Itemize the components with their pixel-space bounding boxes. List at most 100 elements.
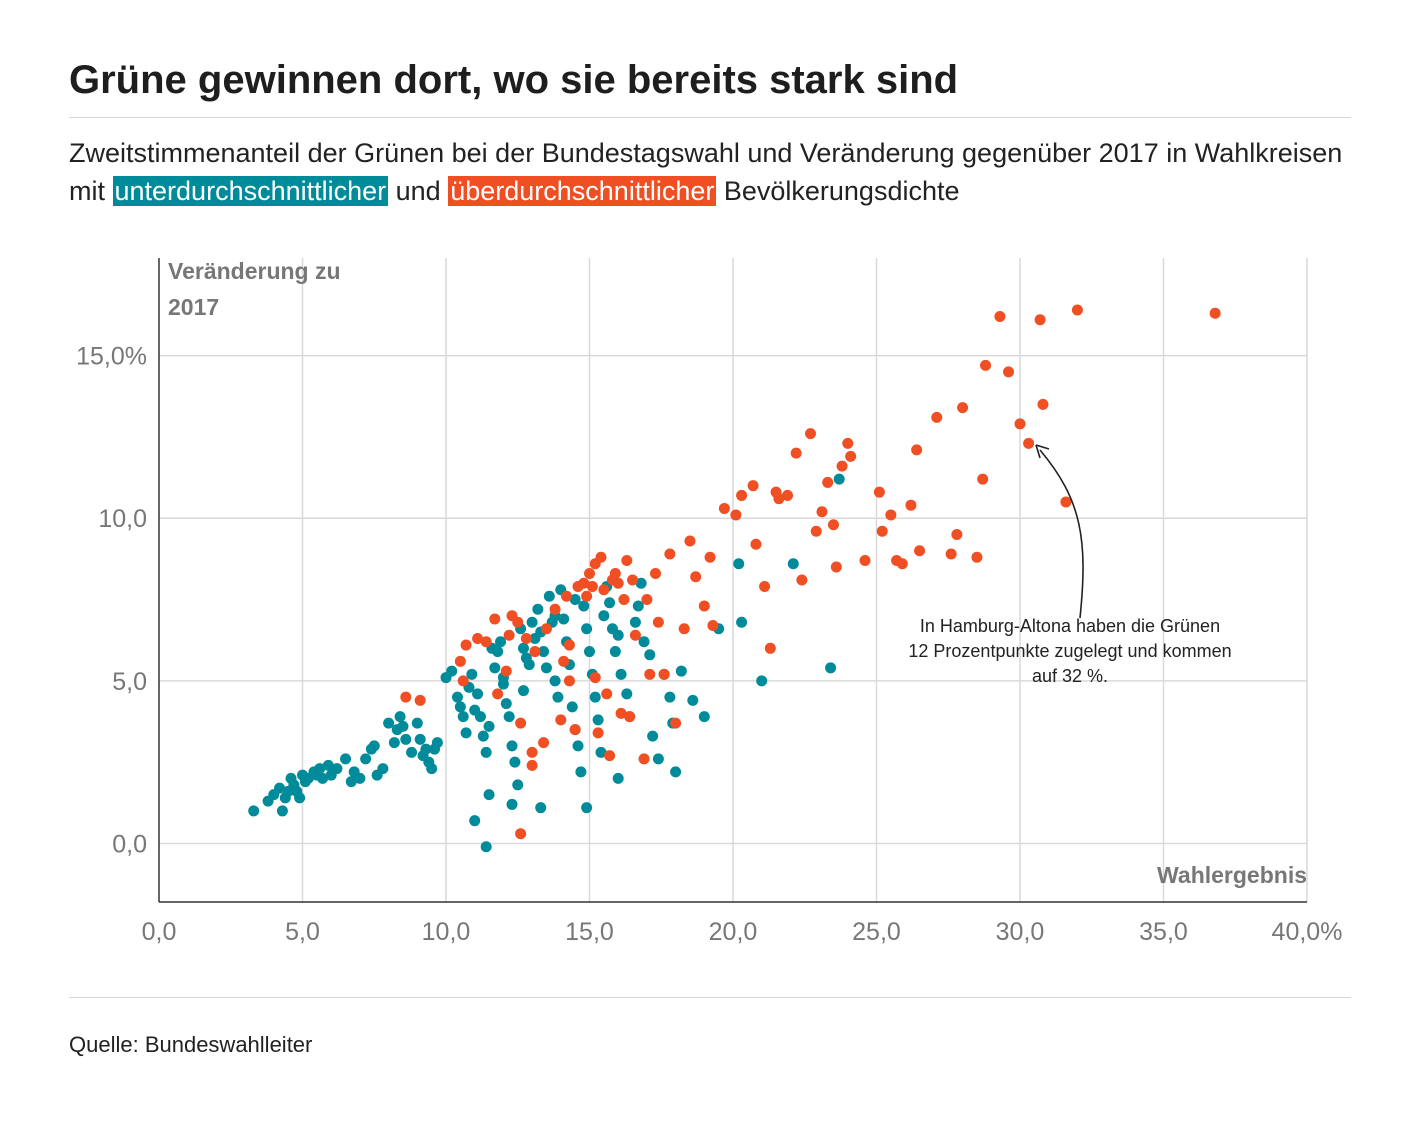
data-point xyxy=(503,711,515,723)
data-point xyxy=(730,509,742,521)
data-point xyxy=(787,558,799,570)
chart-title: Grüne gewinnen dort, wo sie bereits star… xyxy=(69,58,959,102)
data-point xyxy=(394,711,406,723)
data-point xyxy=(629,629,641,641)
data-point xyxy=(535,802,547,814)
data-point xyxy=(994,311,1006,323)
data-point xyxy=(704,551,716,563)
data-point xyxy=(489,662,501,674)
data-point xyxy=(612,577,624,589)
data-point xyxy=(621,688,633,700)
data-point xyxy=(451,691,463,703)
data-point xyxy=(1060,496,1072,508)
data-point xyxy=(931,411,943,423)
data-point xyxy=(747,480,759,492)
data-point xyxy=(426,763,438,775)
data-point xyxy=(650,567,662,579)
source-note: Quelle: Bundeswahlleiter xyxy=(69,1032,313,1057)
data-point xyxy=(354,772,366,784)
high-density-legend-label: überdurchschnittlicher xyxy=(448,176,717,206)
data-point xyxy=(644,668,656,680)
annotation-arrowhead xyxy=(1035,444,1050,459)
data-point xyxy=(977,473,989,485)
data-point xyxy=(294,792,306,804)
data-point xyxy=(526,759,538,771)
data-point xyxy=(690,571,702,583)
x-tick-label: 35,0 xyxy=(1139,918,1188,946)
data-point xyxy=(331,763,343,775)
data-point xyxy=(377,763,389,775)
data-point xyxy=(552,691,564,703)
data-point xyxy=(627,574,639,586)
data-point xyxy=(457,711,469,723)
data-point xyxy=(446,665,458,677)
data-point xyxy=(454,655,466,667)
data-point xyxy=(526,616,538,628)
data-point xyxy=(578,577,590,589)
data-point xyxy=(773,493,785,505)
data-point xyxy=(951,528,963,540)
data-point xyxy=(825,662,837,674)
x-tick-label: 40,0% xyxy=(1272,918,1343,946)
data-point xyxy=(515,828,527,840)
data-point xyxy=(764,642,776,654)
data-point xyxy=(957,402,969,414)
data-point xyxy=(495,636,507,648)
data-point xyxy=(520,633,532,645)
data-point xyxy=(612,629,624,641)
data-point xyxy=(604,750,616,762)
data-point xyxy=(529,646,541,658)
data-point xyxy=(621,554,633,566)
data-point xyxy=(638,636,650,648)
data-point xyxy=(589,691,601,703)
data-point xyxy=(782,489,794,501)
data-point xyxy=(615,668,627,680)
data-point xyxy=(1034,314,1046,326)
data-point xyxy=(581,802,593,814)
data-point xyxy=(584,646,595,658)
data-point xyxy=(604,597,616,609)
data-point xyxy=(472,633,484,645)
data-point xyxy=(945,548,957,560)
data-point xyxy=(578,600,590,612)
data-point xyxy=(670,717,682,729)
data-point xyxy=(480,636,492,648)
data-point xyxy=(905,499,917,511)
data-point xyxy=(460,639,472,651)
data-point xyxy=(718,502,730,514)
data-point xyxy=(609,646,621,658)
data-point xyxy=(414,694,426,706)
data-point xyxy=(406,746,418,758)
y-tick-label: 10,0 xyxy=(98,505,147,533)
data-point xyxy=(845,450,857,462)
data-point xyxy=(1209,307,1221,319)
data-point xyxy=(388,737,400,749)
subtitle-text-2: und xyxy=(388,176,449,206)
data-point xyxy=(790,447,802,459)
data-point xyxy=(1003,366,1015,378)
data-point xyxy=(474,711,486,723)
data-point xyxy=(687,694,699,706)
data-point xyxy=(506,740,518,752)
data-point xyxy=(638,753,650,765)
data-point xyxy=(971,551,983,563)
data-point xyxy=(609,567,621,579)
annotation-line-2: 12 Prozentpunkte zugelegt und kommen xyxy=(908,641,1232,661)
grid xyxy=(159,258,1308,902)
data-point xyxy=(1023,437,1035,449)
data-point xyxy=(635,577,647,589)
data-point xyxy=(414,733,426,745)
data-point xyxy=(796,574,808,586)
data-point xyxy=(322,759,334,771)
low-density-series xyxy=(248,473,845,853)
data-point xyxy=(563,639,575,651)
data-point xyxy=(816,506,828,518)
data-point xyxy=(549,675,561,687)
data-point xyxy=(469,815,481,827)
data-point xyxy=(480,841,492,853)
data-point xyxy=(489,613,501,625)
data-point xyxy=(483,789,495,801)
data-point xyxy=(526,746,538,758)
data-point xyxy=(558,655,570,667)
data-point xyxy=(833,473,845,485)
